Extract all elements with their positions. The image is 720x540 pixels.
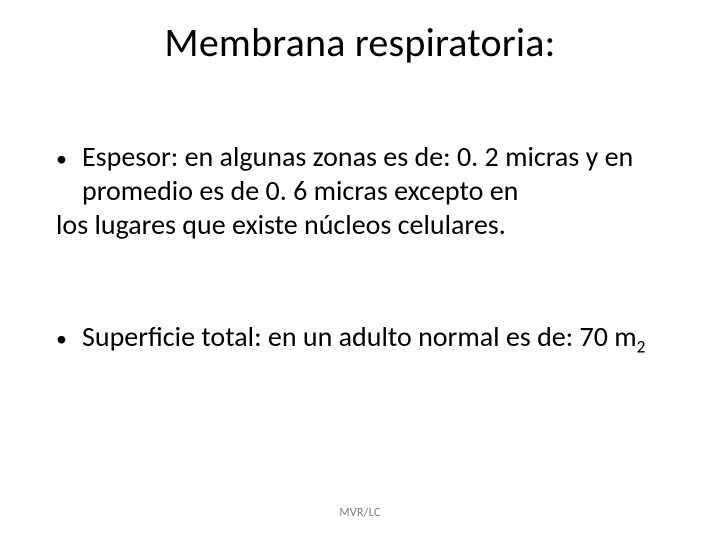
slide-footer: MVR/LC [0, 506, 720, 520]
bullet-text-main: Superficie total: en un adulto normal es… [82, 319, 637, 354]
subscript: 2 [637, 336, 646, 358]
slide-body: • Espesor: en algunas zonas es de: 0. 2 … [56, 140, 680, 356]
bullet-marker: • [56, 320, 82, 356]
slide: Membrana respiratoria: • Espesor: en alg… [0, 0, 720, 540]
bullet-continuation: los lugares que existe núcleos celulares… [56, 208, 680, 242]
slide-title: Membrana respiratoria: [0, 18, 720, 67]
bullet-text: Espesor: en algunas zonas es de: 0. 2 mi… [82, 140, 680, 208]
bullet-block-2: • Superficie total: en un adulto normal … [56, 320, 680, 356]
bullet-marker: • [56, 140, 82, 176]
bullet-text: Superficie total: en un adulto normal es… [82, 320, 680, 354]
bullet-item: • Superficie total: en un adulto normal … [56, 320, 680, 356]
bullet-cont-text: los lugares que existe núcleos celulares… [56, 208, 680, 242]
bullet-block-1: • Espesor: en algunas zonas es de: 0. 2 … [56, 140, 680, 242]
bullet-item: • Espesor: en algunas zonas es de: 0. 2 … [56, 140, 680, 208]
